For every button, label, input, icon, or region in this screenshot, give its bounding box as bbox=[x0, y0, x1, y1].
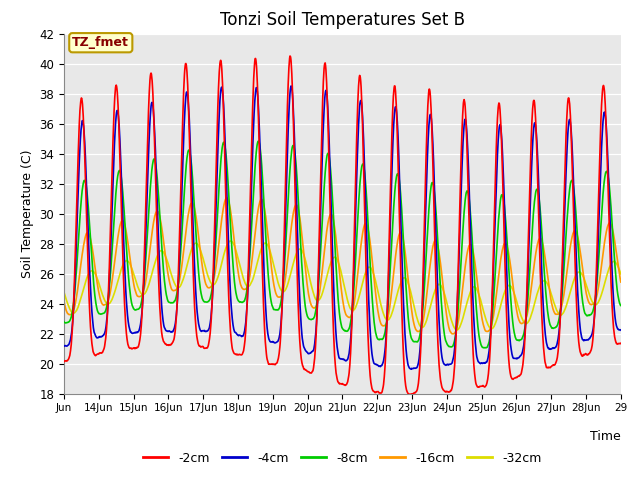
-16cm bbox=[223, 195, 230, 201]
-2cm bbox=[328, 286, 336, 291]
-8cm bbox=[474, 324, 482, 329]
-16cm bbox=[60, 298, 68, 304]
-16cm bbox=[317, 274, 325, 280]
-16cm bbox=[556, 309, 564, 315]
-32cm bbox=[60, 289, 68, 295]
-4cm bbox=[611, 307, 618, 312]
-2cm bbox=[556, 324, 564, 330]
-2cm bbox=[474, 384, 482, 390]
-32cm bbox=[617, 271, 625, 277]
-4cm bbox=[407, 366, 415, 372]
-2cm bbox=[286, 53, 294, 59]
-32cm bbox=[317, 293, 325, 299]
Line: -4cm: -4cm bbox=[64, 86, 621, 369]
-4cm bbox=[60, 343, 68, 349]
Legend: -2cm, -4cm, -8cm, -16cm, -32cm: -2cm, -4cm, -8cm, -16cm, -32cm bbox=[138, 447, 547, 469]
-32cm bbox=[556, 312, 564, 318]
-32cm bbox=[453, 327, 461, 333]
Text: Time: Time bbox=[590, 430, 621, 443]
Line: -8cm: -8cm bbox=[64, 141, 621, 348]
-2cm bbox=[147, 70, 155, 76]
-8cm bbox=[328, 188, 336, 194]
-4cm bbox=[556, 320, 564, 326]
-2cm bbox=[317, 136, 325, 142]
-16cm bbox=[449, 331, 456, 337]
-4cm bbox=[328, 235, 336, 240]
-32cm bbox=[474, 290, 482, 296]
Line: -32cm: -32cm bbox=[64, 241, 621, 330]
Y-axis label: Soil Temperature (C): Soil Temperature (C) bbox=[20, 149, 34, 278]
-8cm bbox=[147, 176, 155, 181]
Text: TZ_fmet: TZ_fmet bbox=[72, 36, 129, 49]
Title: Tonzi Soil Temperatures Set B: Tonzi Soil Temperatures Set B bbox=[220, 11, 465, 29]
-4cm bbox=[147, 103, 155, 109]
-4cm bbox=[317, 177, 325, 183]
-16cm bbox=[474, 288, 482, 293]
-16cm bbox=[611, 236, 618, 241]
-2cm bbox=[406, 392, 413, 397]
-4cm bbox=[474, 359, 482, 364]
-2cm bbox=[60, 359, 68, 364]
-2cm bbox=[617, 341, 625, 347]
-4cm bbox=[617, 327, 625, 333]
-16cm bbox=[328, 213, 336, 218]
Line: -16cm: -16cm bbox=[64, 198, 621, 334]
-2cm bbox=[611, 331, 618, 337]
-8cm bbox=[60, 319, 68, 325]
-8cm bbox=[317, 231, 325, 237]
-4cm bbox=[287, 83, 295, 89]
-16cm bbox=[147, 238, 155, 243]
-16cm bbox=[617, 279, 625, 285]
-8cm bbox=[611, 253, 618, 259]
-8cm bbox=[482, 345, 490, 351]
-32cm bbox=[328, 257, 336, 263]
Line: -2cm: -2cm bbox=[64, 56, 621, 395]
-8cm bbox=[255, 138, 262, 144]
-32cm bbox=[227, 238, 234, 244]
-8cm bbox=[556, 312, 564, 317]
-32cm bbox=[147, 274, 155, 279]
-8cm bbox=[617, 303, 625, 309]
-32cm bbox=[611, 258, 618, 264]
